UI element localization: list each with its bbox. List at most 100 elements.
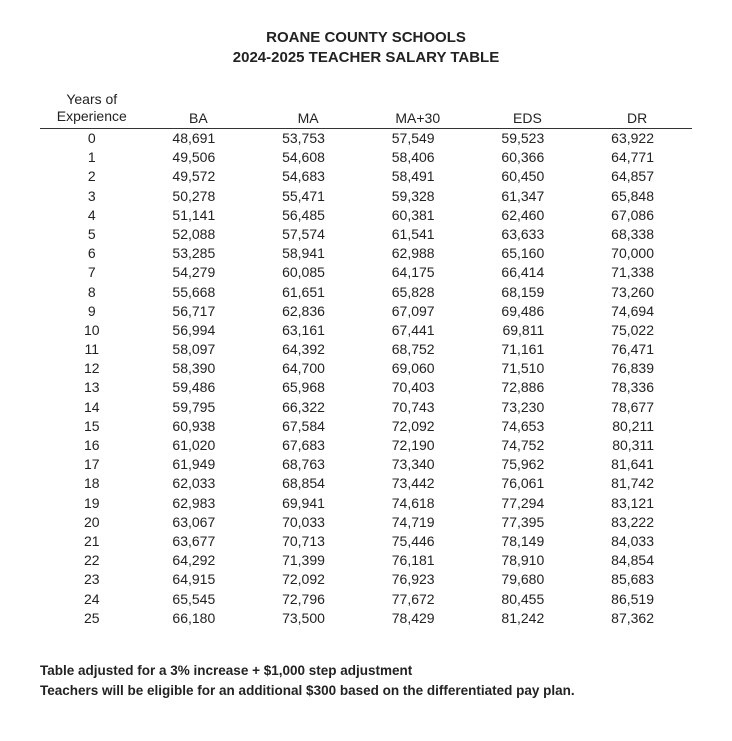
cell-salary: 81,641 [582, 455, 692, 474]
cell-salary: 62,983 [144, 493, 254, 512]
cell-salary: 74,653 [473, 416, 583, 435]
cell-salary: 84,854 [582, 551, 692, 570]
cell-salary: 60,366 [473, 148, 583, 167]
cell-experience: 20 [40, 512, 144, 531]
cell-experience: 5 [40, 224, 144, 243]
cell-salary: 72,796 [253, 589, 363, 608]
cell-salary: 64,392 [253, 340, 363, 359]
cell-experience: 14 [40, 397, 144, 416]
table-row: 855,66861,65165,82868,15973,260 [40, 282, 692, 301]
cell-experience: 7 [40, 263, 144, 282]
table-row: 2465,54572,79677,67280,45586,519 [40, 589, 692, 608]
cell-salary: 84,033 [582, 531, 692, 550]
cell-salary: 49,506 [144, 148, 254, 167]
cell-salary: 77,395 [473, 512, 583, 531]
cell-salary: 61,651 [253, 282, 363, 301]
cell-salary: 63,922 [582, 128, 692, 148]
cell-experience: 23 [40, 570, 144, 589]
cell-salary: 81,742 [582, 474, 692, 493]
cell-salary: 64,700 [253, 359, 363, 378]
cell-experience: 3 [40, 186, 144, 205]
cell-experience: 8 [40, 282, 144, 301]
cell-salary: 73,260 [582, 282, 692, 301]
cell-salary: 79,680 [473, 570, 583, 589]
cell-salary: 64,771 [582, 148, 692, 167]
cell-salary: 63,633 [473, 224, 583, 243]
cell-salary: 64,857 [582, 167, 692, 186]
cell-experience: 15 [40, 416, 144, 435]
cell-salary: 48,691 [144, 128, 254, 148]
cell-salary: 74,719 [363, 512, 473, 531]
cell-salary: 54,279 [144, 263, 254, 282]
table-row: 2264,29271,39976,18178,91084,854 [40, 551, 692, 570]
cell-salary: 70,743 [363, 397, 473, 416]
cell-experience: 16 [40, 436, 144, 455]
cell-salary: 60,381 [363, 205, 473, 224]
cell-salary: 73,442 [363, 474, 473, 493]
table-row: 149,50654,60858,40660,36664,771 [40, 148, 692, 167]
cell-salary: 72,092 [253, 570, 363, 589]
cell-salary: 65,828 [363, 282, 473, 301]
cell-salary: 60,938 [144, 416, 254, 435]
cell-experience: 19 [40, 493, 144, 512]
table-row: 1056,99463,16167,44169,81175,022 [40, 320, 692, 339]
cell-salary: 75,022 [582, 320, 692, 339]
cell-salary: 61,541 [363, 224, 473, 243]
table-body: 048,69153,75357,54959,52363,922149,50654… [40, 128, 692, 627]
cell-experience: 9 [40, 301, 144, 320]
title-line-2: 2024-2025 TEACHER SALARY TABLE [40, 48, 692, 68]
cell-salary: 80,455 [473, 589, 583, 608]
table-row: 653,28558,94162,98865,16070,000 [40, 244, 692, 263]
cell-salary: 76,471 [582, 340, 692, 359]
cell-salary: 52,088 [144, 224, 254, 243]
cell-experience: 6 [40, 244, 144, 263]
header-ma: MA [253, 91, 363, 129]
cell-salary: 70,403 [363, 378, 473, 397]
cell-salary: 78,149 [473, 531, 583, 550]
cell-salary: 54,683 [253, 167, 363, 186]
cell-salary: 73,230 [473, 397, 583, 416]
cell-salary: 76,181 [363, 551, 473, 570]
table-row: 552,08857,57461,54163,63368,338 [40, 224, 692, 243]
cell-salary: 67,086 [582, 205, 692, 224]
cell-salary: 67,441 [363, 320, 473, 339]
table-row: 350,27855,47159,32861,34765,848 [40, 186, 692, 205]
cell-salary: 78,677 [582, 397, 692, 416]
cell-salary: 59,523 [473, 128, 583, 148]
cell-salary: 51,141 [144, 205, 254, 224]
cell-salary: 74,752 [473, 436, 583, 455]
title-line-1: ROANE COUNTY SCHOOLS [40, 28, 692, 48]
cell-salary: 76,923 [363, 570, 473, 589]
cell-salary: 70,713 [253, 531, 363, 550]
cell-salary: 67,683 [253, 436, 363, 455]
cell-salary: 56,717 [144, 301, 254, 320]
cell-salary: 58,491 [363, 167, 473, 186]
table-row: 1459,79566,32270,74373,23078,677 [40, 397, 692, 416]
cell-salary: 66,414 [473, 263, 583, 282]
cell-salary: 77,672 [363, 589, 473, 608]
cell-experience: 2 [40, 167, 144, 186]
cell-salary: 67,584 [253, 416, 363, 435]
cell-salary: 76,061 [473, 474, 583, 493]
table-row: 2163,67770,71375,44678,14984,033 [40, 531, 692, 550]
cell-salary: 62,836 [253, 301, 363, 320]
header-experience: Years of Experience [40, 91, 144, 129]
cell-salary: 64,292 [144, 551, 254, 570]
cell-experience: 22 [40, 551, 144, 570]
cell-salary: 72,886 [473, 378, 583, 397]
cell-experience: 11 [40, 340, 144, 359]
cell-salary: 80,211 [582, 416, 692, 435]
cell-salary: 83,121 [582, 493, 692, 512]
table-row: 1862,03368,85473,44276,06181,742 [40, 474, 692, 493]
cell-salary: 76,839 [582, 359, 692, 378]
cell-salary: 86,519 [582, 589, 692, 608]
cell-salary: 58,941 [253, 244, 363, 263]
cell-salary: 68,159 [473, 282, 583, 301]
table-row: 2063,06770,03374,71977,39583,222 [40, 512, 692, 531]
cell-salary: 71,338 [582, 263, 692, 282]
cell-salary: 65,848 [582, 186, 692, 205]
cell-salary: 64,175 [363, 263, 473, 282]
cell-salary: 69,060 [363, 359, 473, 378]
table-row: 1761,94968,76373,34075,96281,641 [40, 455, 692, 474]
cell-salary: 55,668 [144, 282, 254, 301]
